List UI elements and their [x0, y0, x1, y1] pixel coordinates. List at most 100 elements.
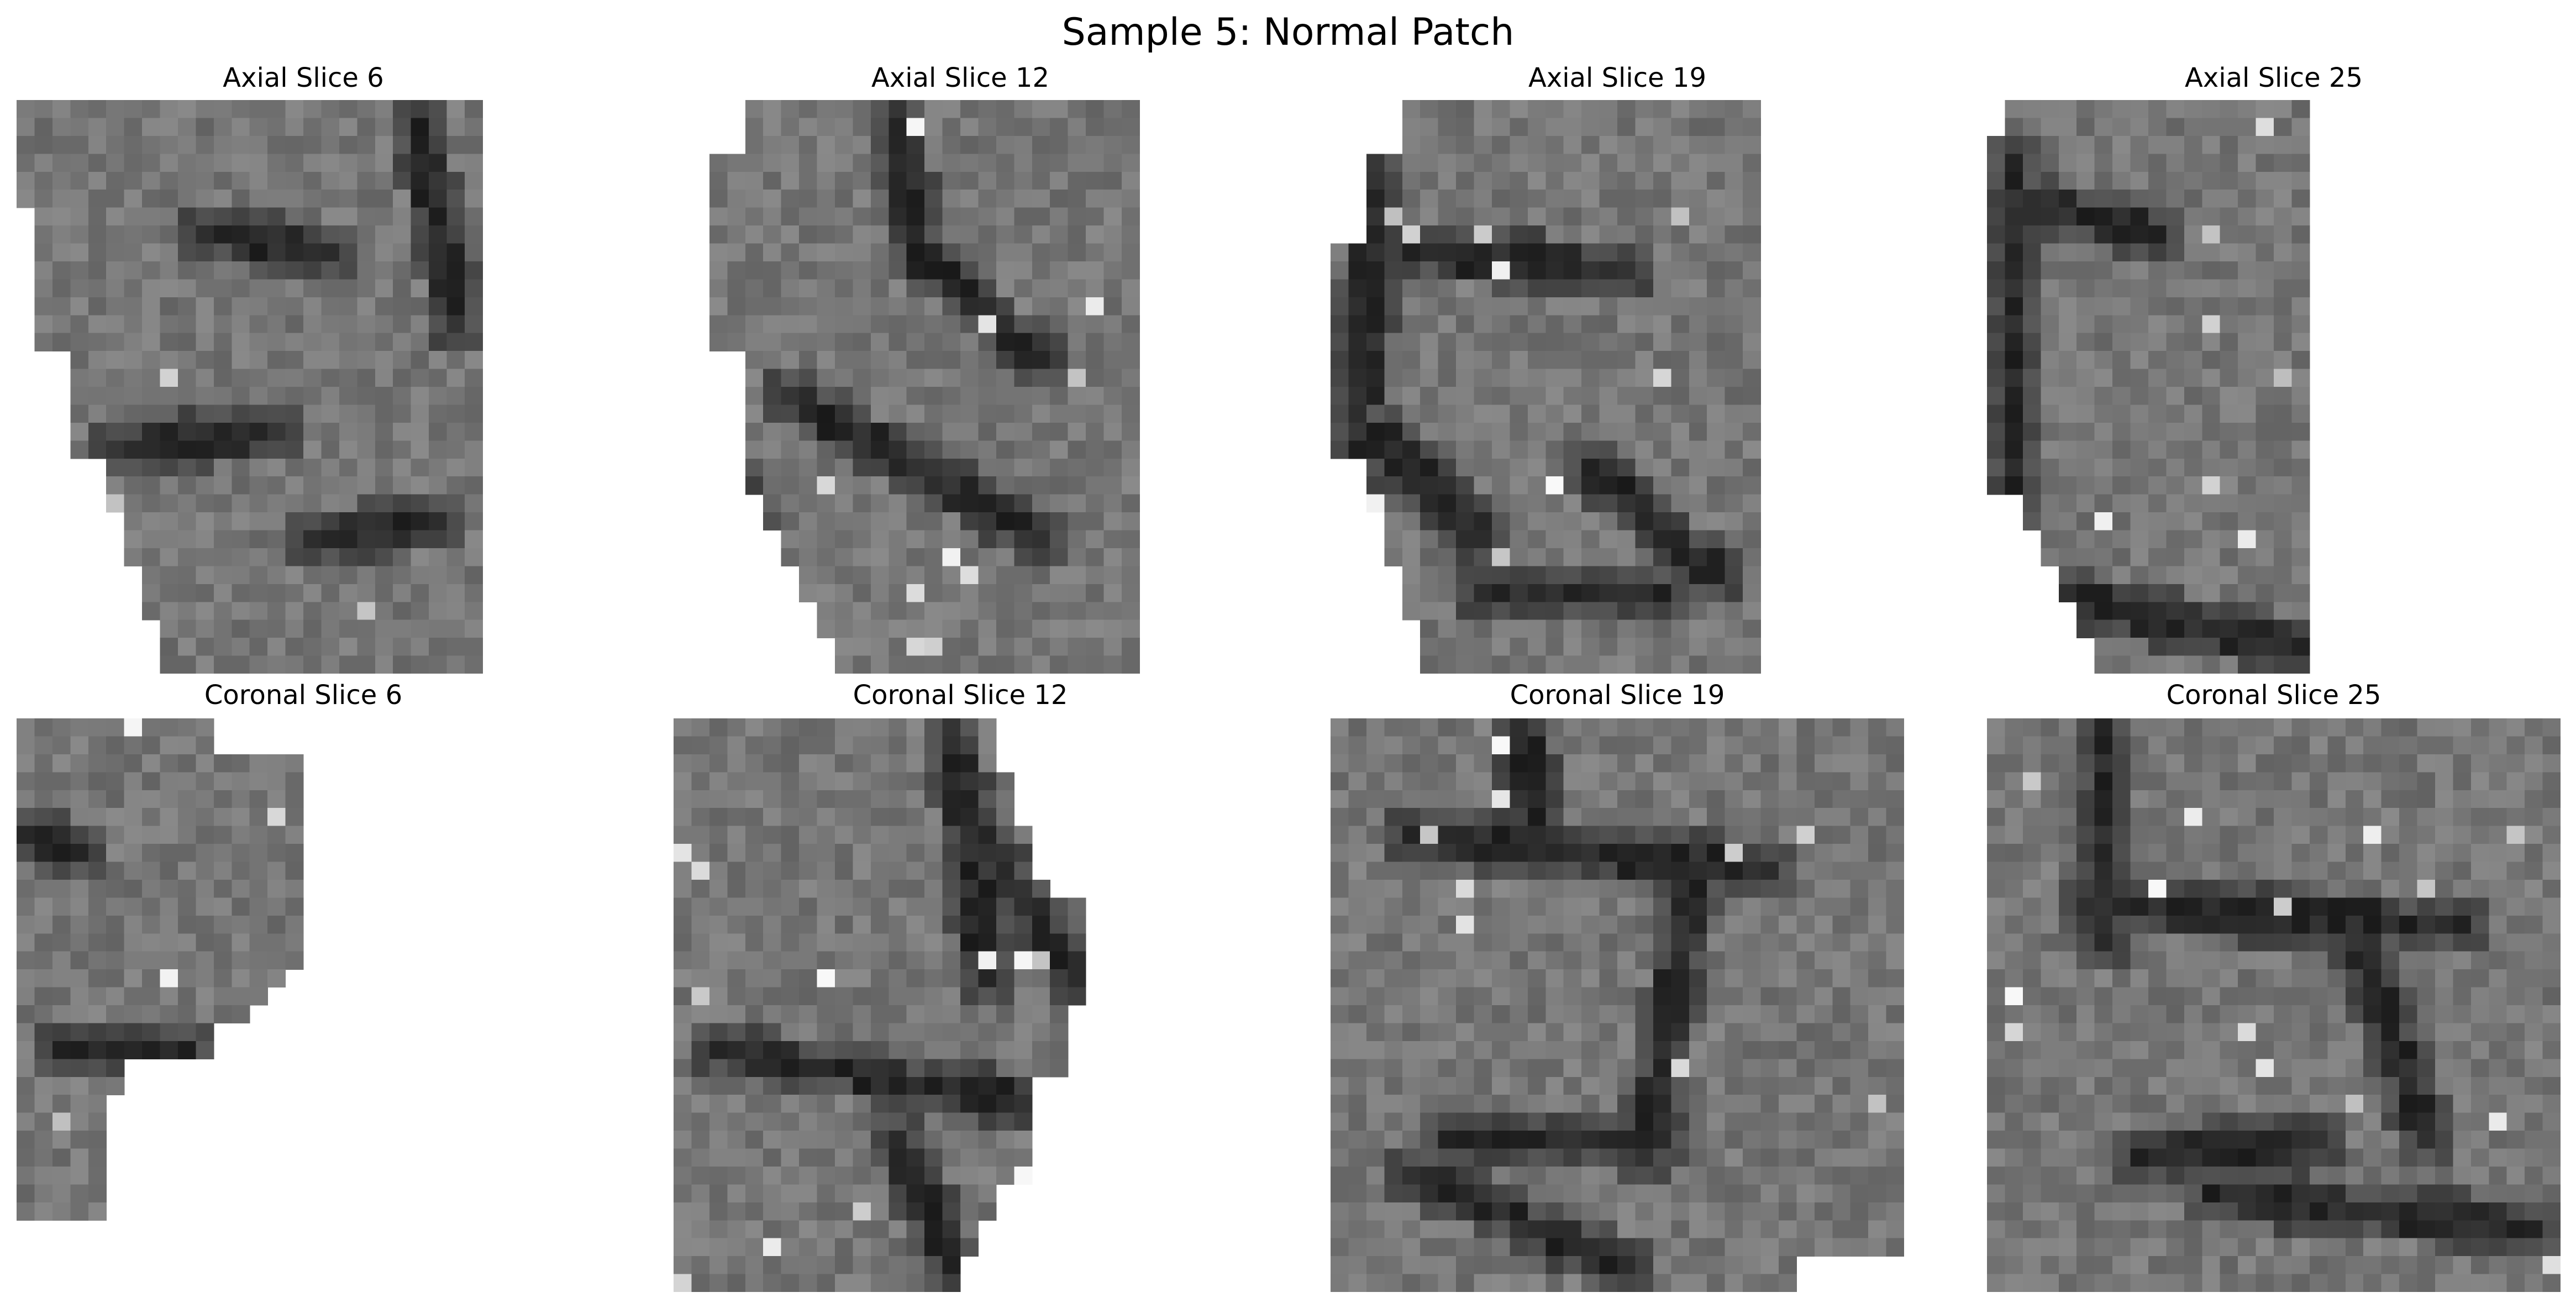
image-pixel: [1032, 602, 1050, 621]
image-pixel: [2005, 315, 2023, 334]
image-pixel: [1689, 190, 1707, 208]
image-pixel: [906, 897, 925, 916]
image-pixel: [2148, 333, 2167, 351]
image-pixel: [357, 225, 376, 244]
image-pixel: [2094, 512, 2113, 531]
image-pixel: [870, 1023, 889, 1042]
image-pixel: [2022, 718, 2041, 737]
image-pixel: [2291, 171, 2310, 190]
image-pixel: [1456, 584, 1475, 602]
image-pixel: [1348, 1076, 1367, 1095]
image-pixel: [2309, 754, 2328, 773]
image-pixel: [2291, 333, 2310, 351]
image-pixel: [763, 772, 782, 791]
image-pixel: [2094, 135, 2113, 154]
image-pixel: [2238, 897, 2257, 916]
image-pixel: [1103, 154, 1122, 172]
image-pixel: [1635, 440, 1654, 459]
image-pixel: [1331, 862, 1349, 880]
image-pixel: [1707, 243, 1726, 262]
image-pixel: [1366, 1184, 1385, 1203]
image-pixel: [2184, 808, 2202, 827]
image-pixel: [1987, 315, 2006, 334]
image-pixel: [1348, 387, 1367, 406]
image-pixel: [446, 530, 465, 549]
image-pixel: [709, 171, 728, 190]
image-pixel: [1402, 1202, 1421, 1221]
image-pixel: [2166, 619, 2185, 638]
image-pixel: [1014, 118, 1033, 136]
image-pixel: [2058, 548, 2077, 567]
image-pixel: [2022, 369, 2041, 387]
image-pixel: [870, 1041, 889, 1059]
image-pixel: [1886, 1095, 1904, 1113]
image-pixel: [674, 1041, 692, 1059]
image-pixel: [1671, 790, 1690, 808]
image-pixel: [2220, 243, 2238, 262]
image-pixel: [1814, 951, 1833, 970]
image-pixel: [2435, 772, 2454, 791]
image-pixel: [817, 736, 835, 755]
image-pixel: [1814, 1220, 1833, 1239]
image-pixel: [853, 772, 871, 791]
image-pixel: [763, 826, 782, 844]
image-pixel: [834, 387, 854, 406]
image-pixel: [906, 862, 925, 880]
image-pixel: [213, 100, 232, 119]
image-pixel: [727, 897, 746, 916]
image-pixel: [1850, 915, 1869, 934]
image-pixel: [1635, 333, 1654, 351]
image-pixel: [817, 1023, 835, 1042]
image-pixel: [2130, 315, 2149, 334]
image-pixel: [1725, 171, 1743, 190]
image-pixel: [2202, 897, 2221, 916]
image-pixel: [763, 135, 782, 154]
image-pixel: [375, 584, 393, 602]
image-pixel: [1086, 279, 1105, 298]
image-pixel: [177, 826, 197, 844]
image-pixel: [1796, 933, 1815, 952]
image-pixel: [1635, 190, 1654, 208]
image-pixel: [1331, 1005, 1349, 1024]
image-pixel: [1707, 171, 1726, 190]
image-pixel: [2542, 772, 2561, 791]
image-pixel: [1868, 1112, 1887, 1131]
image-pixel: [1438, 969, 1457, 988]
image-pixel: [1384, 1041, 1403, 1059]
image-pixel: [942, 512, 961, 531]
image-pixel: [303, 279, 322, 298]
image-pixel: [709, 1148, 728, 1167]
image-pixel: [1420, 933, 1439, 952]
image-pixel: [1086, 351, 1105, 370]
image-pixel: [177, 951, 197, 970]
image-pixel: [1050, 512, 1069, 531]
image-pixel: [70, 1041, 89, 1059]
image-pixel: [1103, 315, 1122, 334]
image-pixel: [375, 566, 393, 585]
image-pixel: [1563, 1220, 1582, 1239]
image-pixel: [1617, 1059, 1636, 1078]
image-pixel: [817, 279, 835, 298]
image-pixel: [870, 862, 889, 880]
image-pixel: [1653, 1256, 1671, 1275]
image-pixel: [2166, 718, 2185, 737]
image-pixel: [2542, 844, 2561, 863]
image-pixel: [2112, 862, 2131, 880]
image-pixel: [1068, 135, 1086, 154]
image-pixel: [2238, 844, 2257, 863]
image-pixel: [1796, 754, 1815, 773]
image-pixel: [2274, 351, 2293, 370]
image-pixel: [1121, 548, 1140, 567]
image-pixel: [889, 736, 907, 755]
image-pixel: [978, 279, 997, 298]
image-pixel: [2148, 369, 2167, 387]
image-pixel: [1832, 897, 1851, 916]
image-pixel: [303, 602, 322, 621]
image-pixel: [1438, 915, 1457, 934]
image-pixel: [88, 118, 107, 136]
image-pixel: [2022, 154, 2041, 172]
image-pixel: [691, 826, 710, 844]
image-pixel: [709, 333, 728, 351]
image-pixel: [1617, 1076, 1636, 1095]
image-pixel: [2399, 772, 2418, 791]
